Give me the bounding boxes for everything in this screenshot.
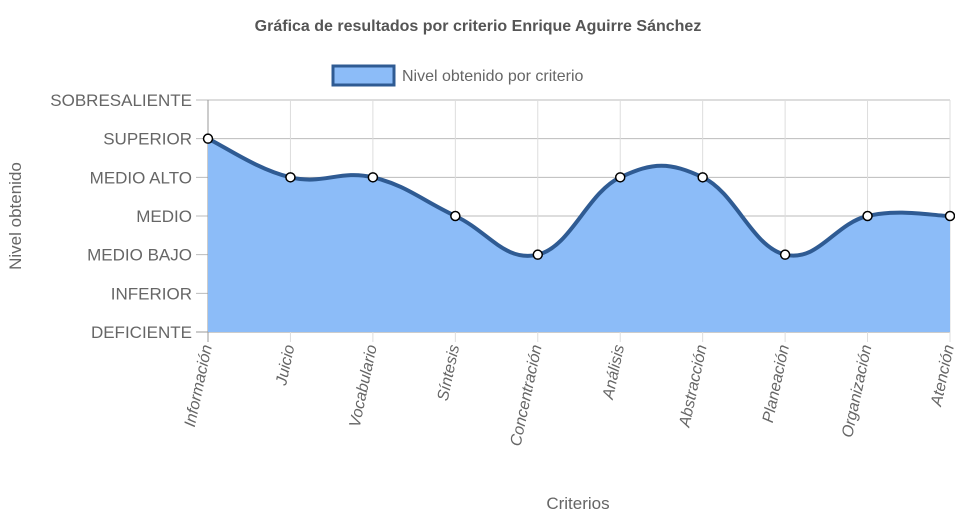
x-tick-label: Vocabulario xyxy=(347,343,381,429)
data-point[interactable] xyxy=(614,172,626,183)
x-tick-label: Análisis xyxy=(600,343,628,401)
data-point[interactable] xyxy=(697,172,708,183)
x-tick-label: Atención xyxy=(928,343,955,409)
y-tick-label: MEDIO ALTO xyxy=(90,168,192,187)
data-point[interactable] xyxy=(202,133,214,144)
series-area-fill xyxy=(208,138,950,332)
x-tick-label: Síntesis xyxy=(435,343,463,402)
data-point[interactable] xyxy=(779,249,791,260)
x-tick-label: Abstracción xyxy=(676,343,710,429)
data-point[interactable] xyxy=(532,249,544,260)
y-tick-label: SUPERIOR xyxy=(103,130,192,149)
series-line xyxy=(207,136,951,258)
x-axis: Información Juicio Vocabulario Síntesis Conc… xyxy=(182,343,955,448)
x-tick-label: Organización xyxy=(839,343,875,439)
x-tick-label: Concentración xyxy=(508,343,546,448)
chart-title: Gráfica de resultados por criterio Enriq… xyxy=(255,18,702,35)
y-tick-label: SOBRESALIENTE xyxy=(50,91,192,110)
legend[interactable]: Nivel obtenido por criterio xyxy=(331,64,584,87)
data-point[interactable] xyxy=(285,172,296,183)
legend-swatch xyxy=(331,64,396,87)
plot-area xyxy=(202,133,955,332)
y-axis: DEFICIENTE INFERIOR MEDIO BAJO MEDIO MEDIO A… xyxy=(50,91,192,342)
x-tick-label: Planeación xyxy=(760,343,793,424)
x-tick-label: Información xyxy=(182,343,216,428)
data-point[interactable] xyxy=(944,210,955,222)
x-tick-label: Juicio xyxy=(273,343,298,388)
data-point[interactable] xyxy=(450,210,461,222)
y-axis-title: Nivel obtenido xyxy=(6,162,25,270)
y-tick-label: MEDIO BAJO xyxy=(87,246,192,265)
legend-label: Nivel obtenido por criterio xyxy=(402,68,584,85)
y-tick-label: DEFICIENTE xyxy=(91,323,192,342)
data-point[interactable] xyxy=(862,210,873,222)
y-tick-label: MEDIO xyxy=(136,207,192,226)
x-axis-title: Criterios xyxy=(546,494,609,513)
data-point[interactable] xyxy=(367,172,379,183)
y-tick-label: INFERIOR xyxy=(111,284,192,303)
